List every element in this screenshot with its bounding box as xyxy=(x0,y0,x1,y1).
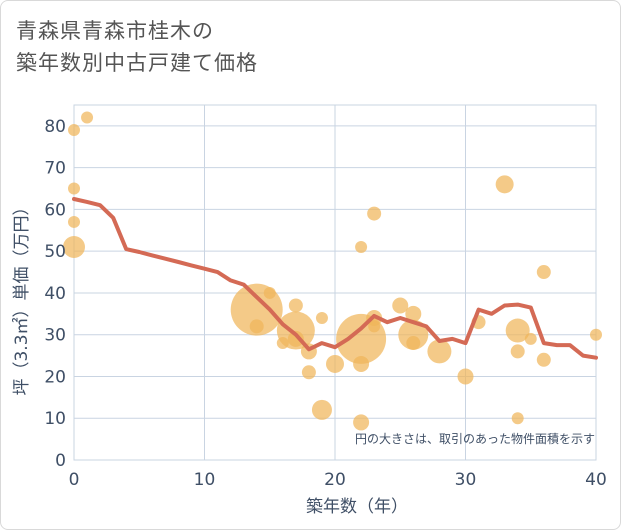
bubble-layer xyxy=(63,111,602,431)
trend-line xyxy=(72,197,598,360)
data-bubble xyxy=(287,330,304,347)
x-tick-label: 40 xyxy=(585,470,607,490)
grid xyxy=(73,104,597,461)
data-bubble xyxy=(367,206,382,221)
x-axis-label: 築年数（年） xyxy=(306,497,408,517)
data-bubble xyxy=(263,286,276,299)
data-bubble xyxy=(392,297,409,314)
data-bubble xyxy=(353,355,370,372)
y-tick-label: 80 xyxy=(44,117,66,137)
data-bubble xyxy=(288,298,303,313)
data-bubble xyxy=(505,318,530,343)
data-bubble xyxy=(405,305,422,322)
x-tick-label: 10 xyxy=(194,470,216,490)
y-tick-label: 20 xyxy=(44,367,66,387)
tick-labels: 0 10 20 30 40 0 10 20 30 40 50 60 70 80 xyxy=(44,117,606,490)
data-bubble xyxy=(510,344,525,359)
data-bubble xyxy=(536,352,551,367)
data-bubble xyxy=(495,175,514,194)
data-bubble xyxy=(536,265,551,280)
data-bubble xyxy=(511,412,524,425)
y-tick-label: 0 xyxy=(55,451,66,471)
data-bubble xyxy=(398,319,429,350)
data-bubble xyxy=(276,311,315,350)
data-bubble xyxy=(311,399,332,420)
data-bubble xyxy=(301,365,316,380)
data-bubble xyxy=(524,332,537,345)
data-bubble xyxy=(68,215,80,228)
data-bubble xyxy=(427,339,452,364)
y-tick-label: 30 xyxy=(44,326,66,346)
y-tick-label: 50 xyxy=(44,242,66,262)
title-line-2: 築年数別中古戸建て価格 xyxy=(16,51,258,75)
x-tick-label: 30 xyxy=(455,470,477,490)
data-bubble xyxy=(368,320,381,333)
data-bubble xyxy=(68,124,80,137)
data-bubble xyxy=(355,241,368,253)
y-tick-label: 40 xyxy=(44,284,66,304)
size-note: 円の大きさは、取引のあった物件面積を示す xyxy=(355,431,595,446)
y-axis-label: 坪（3.3㎡）単価（万円） xyxy=(12,198,32,395)
chart-title: 青森県青森市桂木の 築年数別中古戸建て価格 xyxy=(16,15,258,79)
data-bubble xyxy=(406,336,421,351)
data-bubble xyxy=(68,182,80,195)
data-bubble xyxy=(249,319,264,334)
data-bubble xyxy=(590,328,602,341)
y-tick-label: 70 xyxy=(44,159,66,179)
title-line-1: 青森県青森市桂木の xyxy=(16,19,214,43)
data-bubble xyxy=(353,414,370,431)
data-bubble xyxy=(457,368,474,385)
data-bubble xyxy=(315,312,328,324)
y-tick-label: 10 xyxy=(44,409,66,429)
y-tick-label: 60 xyxy=(44,200,66,220)
data-bubble xyxy=(81,111,94,124)
x-tick-label: 0 xyxy=(69,470,80,490)
x-tick-label: 20 xyxy=(324,470,346,490)
data-bubble xyxy=(326,354,344,373)
data-bubble xyxy=(63,236,85,258)
